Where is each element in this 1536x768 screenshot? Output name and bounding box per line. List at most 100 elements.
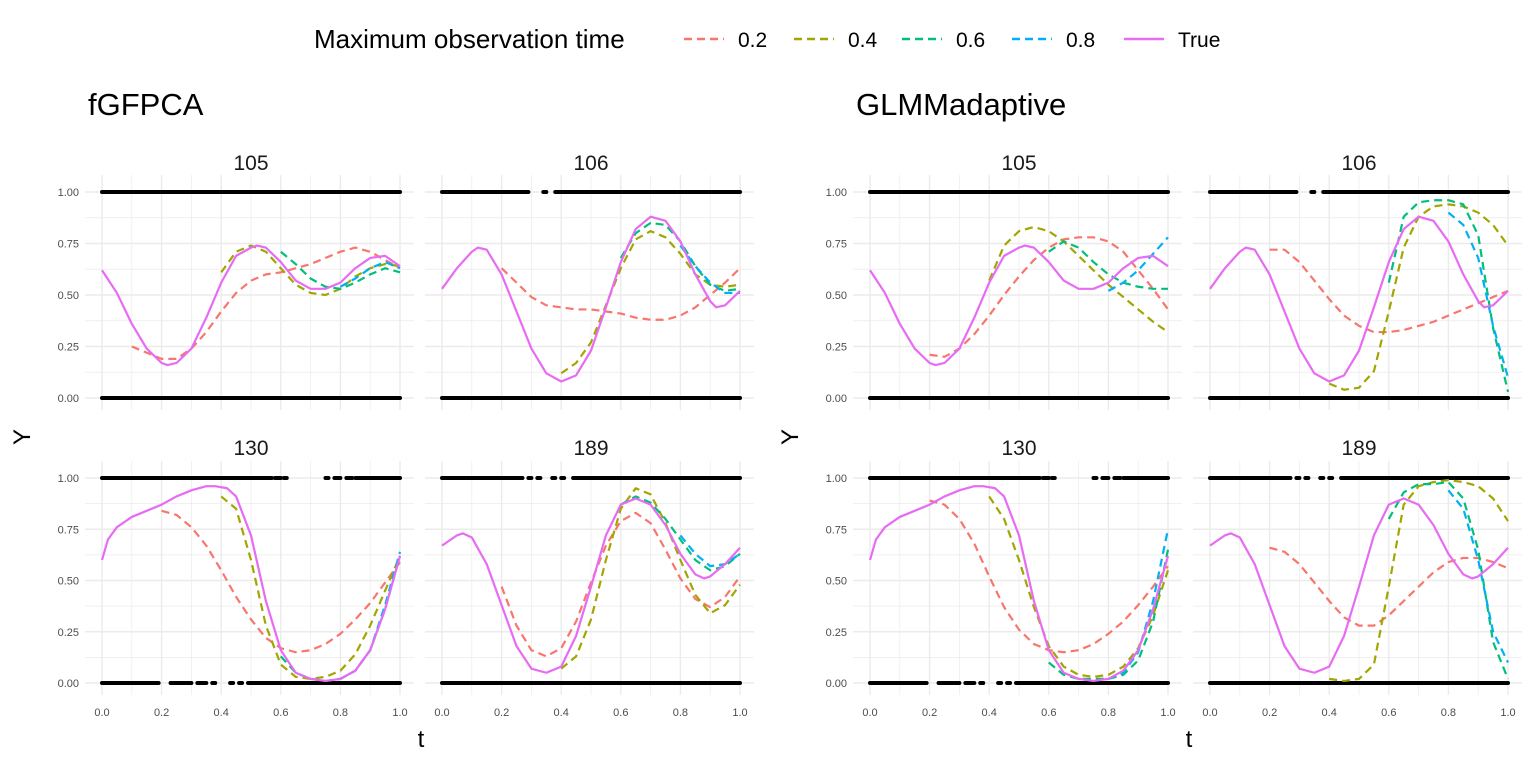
series-line-true: [1209, 215, 1509, 383]
legend-item-0-2: 0.2: [684, 29, 767, 52]
x-tick-label: 0.6: [273, 707, 288, 719]
legend-label: 0.2: [738, 29, 767, 52]
y-tick-label: 0.50: [826, 576, 847, 588]
legend-items: 0.2 0.4 0.6 0.8 True: [684, 29, 1220, 52]
series-line-0-2: [500, 267, 741, 321]
series-line-0-6: [1387, 199, 1510, 393]
panel-strip-label: 189: [1341, 437, 1376, 460]
legend-label: 0.8: [1066, 29, 1095, 52]
x-tick-label: 0.2: [494, 707, 509, 719]
y-tick-label: 0.75: [826, 524, 847, 536]
chart-group-glmmadaptive: GLMMadaptive Yt 105 0.00 0.25 0.50 0.75 1.00 106…: [777, 87, 1522, 753]
chart-groups: fGFPCA Yt 105 0.00 0.25 0.50 0.75 1.00 106 130 0.0…: [9, 87, 1522, 753]
legend-label: 0.4: [848, 29, 878, 52]
x-tick-label: 1.0: [732, 707, 747, 719]
x-tick-label: 0.4: [214, 707, 229, 719]
y-tick-label: 0.75: [826, 239, 847, 251]
series-line-0-4: [220, 244, 401, 297]
legend-item-0-8: 0.8: [1012, 29, 1095, 52]
series-line-0-4: [1329, 478, 1509, 683]
x-tick-label: 1.0: [392, 707, 407, 719]
x-tick-label: 0.8: [1441, 707, 1456, 719]
x-tick-label: 0.6: [1381, 707, 1396, 719]
panel-grid: [853, 461, 1182, 695]
chart-group-fgfpca: fGFPCA Yt 105 0.00 0.25 0.50 0.75 1.00 106 130 0.0…: [9, 87, 754, 753]
x-tick-label: 1.0: [1160, 707, 1175, 719]
y-tick-label: 1.00: [58, 473, 79, 485]
series-line-0-2: [929, 236, 1169, 358]
series-line-true: [441, 215, 741, 383]
y-tick-label: 1.00: [826, 187, 847, 199]
legend: Maximum observation time 0.2 0.4 0.6 0.8 Tru…: [314, 24, 1220, 54]
y-axis-title: Y: [777, 429, 804, 445]
series-line-true: [868, 485, 1170, 683]
series-line-true: [100, 485, 402, 683]
series-line-true: [869, 244, 1169, 367]
y-tick-label: 0.25: [826, 342, 847, 354]
legend-label: 0.6: [956, 29, 985, 52]
x-tick-label: 0.4: [554, 707, 569, 719]
x-tick-label: 0.0: [94, 707, 109, 719]
y-tick-label: 0.00: [826, 678, 847, 690]
panel-strip-label: 130: [1001, 437, 1036, 460]
group-title: GLMMadaptive: [856, 87, 1066, 122]
legend-item-0-4: 0.4: [794, 29, 878, 52]
panel-grid: [85, 175, 414, 410]
y-tick-label: 0.00: [58, 678, 79, 690]
legend-title: Maximum observation time: [314, 24, 625, 54]
series-line-0-8: [1107, 236, 1169, 292]
x-axis-title: t: [418, 726, 425, 753]
series-line-0-8: [339, 260, 401, 288]
x-tick-label: 0.8: [673, 707, 688, 719]
panel-grid: [853, 175, 1182, 410]
y-tick-label: 0.25: [58, 342, 79, 354]
panel-strip-label: 130: [233, 437, 268, 460]
panel-grid: [85, 461, 414, 695]
x-tick-label: 0.2: [1262, 707, 1277, 719]
y-tick-label: 0.00: [826, 393, 847, 405]
x-tick-label: 0.4: [1322, 707, 1337, 719]
y-tick-label: 1.00: [826, 473, 847, 485]
panel-189: 189 0.0 0.2 0.4 0.6 0.8 1.0: [1193, 437, 1522, 719]
series-line-0-2: [500, 511, 741, 658]
series-line-0-8: [679, 244, 740, 295]
legend-item-true: True: [1124, 29, 1220, 52]
y-tick-label: 0.50: [826, 290, 847, 302]
series-line-0-8: [1447, 489, 1509, 663]
y-tick-label: 0.50: [58, 576, 79, 588]
panel-105: 105 0.00 0.25 0.50 0.75 1.00: [826, 152, 1182, 410]
series-line-0-4: [220, 495, 402, 680]
x-tick-label: 0.2: [922, 707, 937, 719]
x-tick-label: 0.6: [613, 707, 628, 719]
legend-item-0-6: 0.6: [902, 29, 985, 52]
y-tick-label: 1.00: [58, 187, 79, 199]
series-line-0-2: [1269, 248, 1509, 334]
x-tick-label: 1.0: [1500, 707, 1515, 719]
panel-106: 106: [425, 152, 754, 410]
x-axis-title: t: [1186, 726, 1193, 753]
panel-106: 106: [1193, 152, 1522, 410]
x-tick-label: 0.6: [1041, 707, 1056, 719]
y-axis-title: Y: [9, 429, 36, 445]
series-line-0-6: [1387, 481, 1510, 680]
panel-130: 130 0.00 0.25 0.50 0.75 1.00 0.0 0.2 0.4 0.6 0.8 1.…: [58, 437, 414, 719]
legend-label: True: [1178, 29, 1220, 52]
panel-strip-label: 106: [573, 152, 608, 175]
x-tick-label: 0.0: [862, 707, 877, 719]
group-title: fGFPCA: [88, 87, 204, 122]
series-line-0-4: [988, 225, 1169, 333]
x-tick-label: 0.2: [154, 707, 169, 719]
series-line-true: [441, 497, 741, 674]
panel-105: 105 0.00 0.25 0.50 0.75 1.00: [58, 152, 414, 410]
x-tick-label: 0.0: [1202, 707, 1217, 719]
x-tick-label: 0.4: [982, 707, 997, 719]
panel-strip-label: 105: [233, 152, 268, 175]
series-line-0-8: [1107, 529, 1170, 680]
x-tick-label: 0.8: [333, 707, 348, 719]
y-tick-label: 0.25: [826, 627, 847, 639]
series-line-0-2: [1269, 546, 1509, 627]
y-tick-label: 0.25: [58, 627, 79, 639]
panel-strip-label: 105: [1001, 152, 1036, 175]
x-tick-label: 0.0: [434, 707, 449, 719]
